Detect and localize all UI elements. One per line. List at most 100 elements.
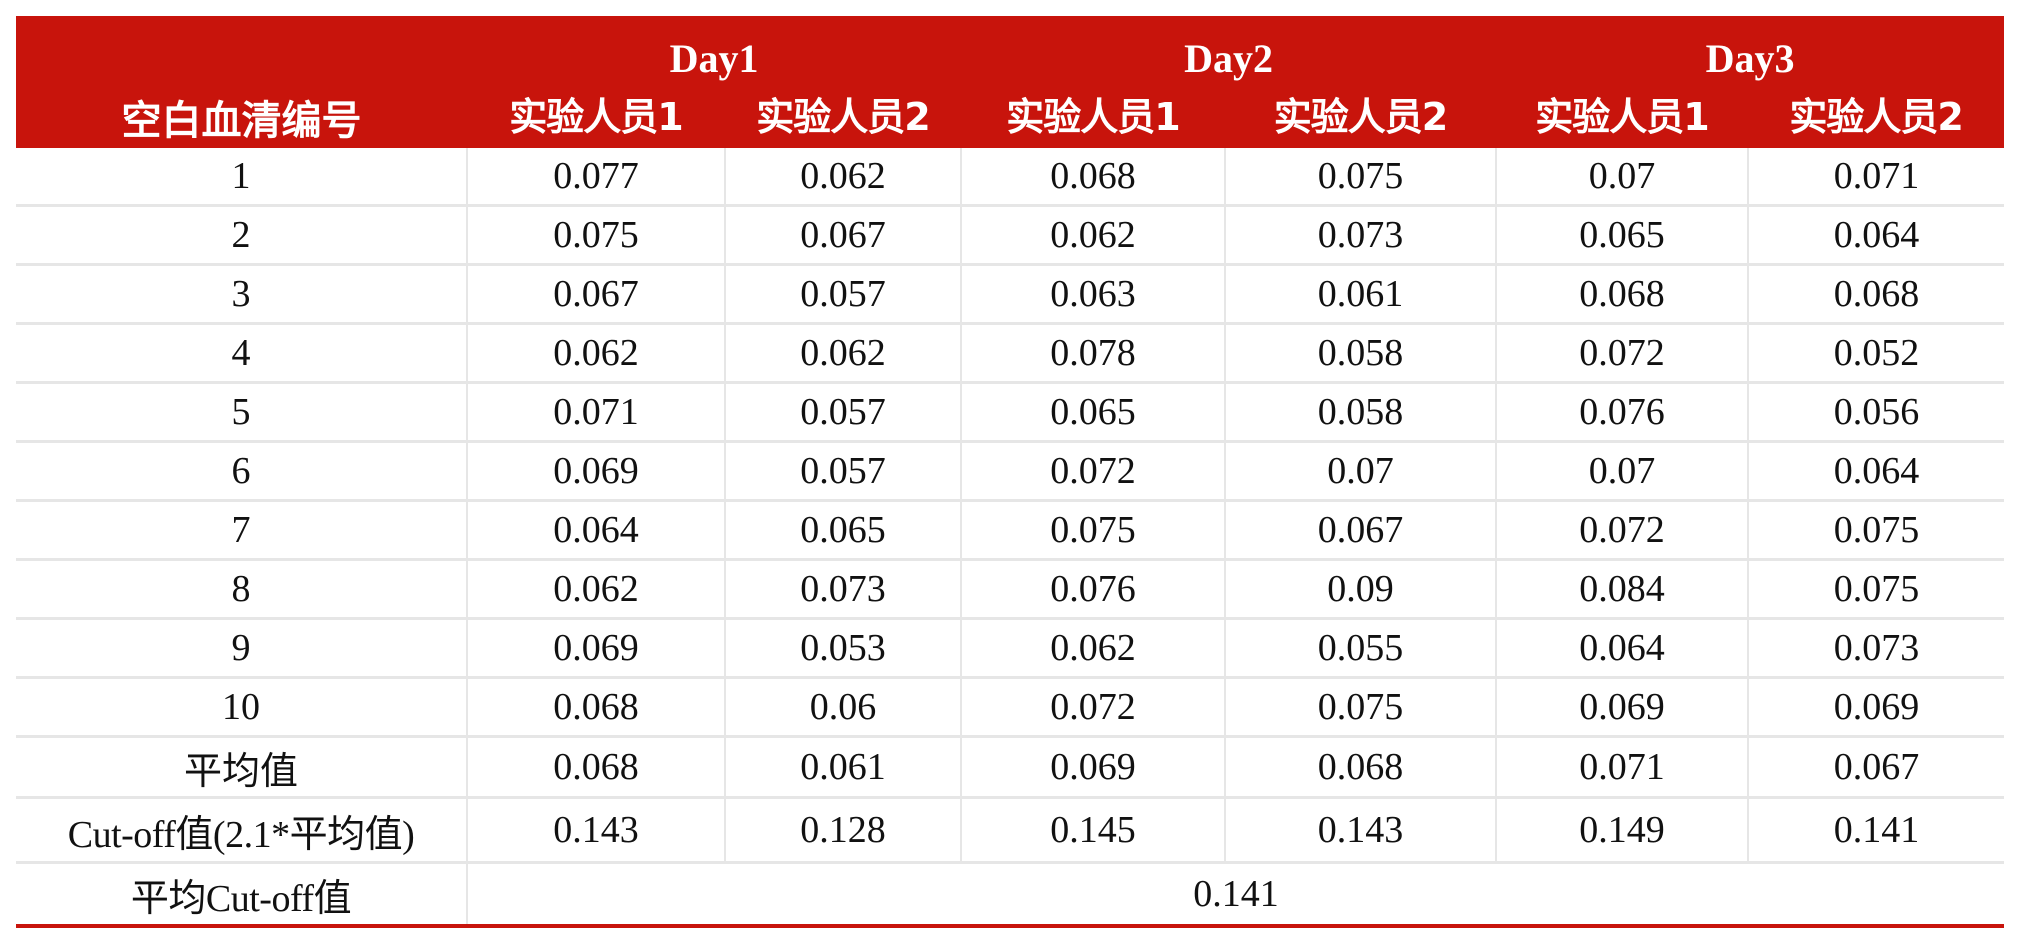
header-operator: 实验人员1 bbox=[961, 84, 1226, 148]
value-cell: 0.071 bbox=[467, 381, 726, 442]
table-container: 空白血清编号 Day1 Day2 Day3 实验人员1 实验人员2 实验人员1 … bbox=[16, 16, 2005, 928]
average-value-cell: 0.069 bbox=[961, 735, 1227, 798]
header-operator: 实验人员2 bbox=[1225, 84, 1497, 148]
header-operator: 实验人员1 bbox=[467, 84, 725, 148]
value-cell: 0.06 bbox=[725, 676, 963, 737]
value-cell: 0.072 bbox=[961, 440, 1227, 501]
value-cell: 0.068 bbox=[1496, 263, 1750, 324]
value-cell: 0.057 bbox=[725, 440, 963, 501]
header-row-days: 空白血清编号 Day1 Day2 Day3 bbox=[16, 16, 2005, 148]
value-cell: 0.062 bbox=[961, 204, 1227, 265]
value-cell: 0.075 bbox=[1748, 558, 2005, 619]
value-cell: 0.058 bbox=[1225, 381, 1498, 442]
value-cell: 0.062 bbox=[467, 322, 726, 383]
value-cell: 0.063 bbox=[961, 263, 1227, 324]
value-cell: 0.062 bbox=[961, 617, 1227, 678]
cutoff-label: Cut-off值(2.1*平均值) bbox=[16, 796, 468, 863]
value-cell: 0.076 bbox=[1496, 381, 1750, 442]
value-cell: 0.07 bbox=[1496, 148, 1750, 206]
value-cell: 0.057 bbox=[725, 381, 963, 442]
value-cell: 0.072 bbox=[961, 676, 1227, 737]
header-operator: 实验人员2 bbox=[1748, 84, 2005, 148]
value-cell: 0.09 bbox=[1225, 558, 1498, 619]
value-cell: 0.077 bbox=[467, 148, 726, 206]
cutoff-value-cell: 0.145 bbox=[961, 796, 1227, 863]
average-row: 平均值 0.068 0.061 0.069 0.068 0.071 0.067 bbox=[16, 735, 2005, 798]
mean-cutoff-value: 0.141 bbox=[467, 861, 2005, 928]
cutoff-value-cell: 0.143 bbox=[467, 796, 726, 863]
value-cell: 0.062 bbox=[725, 148, 963, 206]
header-row-operators: 实验人员1 实验人员2 实验人员1 实验人员2 实验人员1 实验人员2 bbox=[16, 84, 2005, 148]
table-header: 空白血清编号 Day1 Day2 Day3 实验人员1 实验人员2 实验人员1 … bbox=[16, 16, 2005, 148]
table-row: 6 0.069 0.057 0.072 0.07 0.07 0.064 bbox=[16, 440, 2005, 501]
value-cell: 0.073 bbox=[1225, 204, 1498, 265]
serum-id-cell: 6 bbox=[16, 440, 468, 501]
value-cell: 0.069 bbox=[467, 440, 726, 501]
value-cell: 0.064 bbox=[1748, 440, 2005, 501]
value-cell: 0.065 bbox=[961, 381, 1227, 442]
value-cell: 0.075 bbox=[1225, 148, 1498, 206]
serum-id-cell: 7 bbox=[16, 499, 468, 560]
cutoff-value-cell: 0.141 bbox=[1748, 796, 2005, 863]
value-cell: 0.067 bbox=[725, 204, 963, 265]
average-value-cell: 0.061 bbox=[725, 735, 963, 798]
average-label: 平均值 bbox=[16, 735, 468, 798]
header-day3: Day3 bbox=[1496, 16, 2005, 84]
serum-id-cell: 8 bbox=[16, 558, 468, 619]
value-cell: 0.057 bbox=[725, 263, 963, 324]
value-cell: 0.07 bbox=[1225, 440, 1498, 501]
value-cell: 0.076 bbox=[961, 558, 1227, 619]
value-cell: 0.069 bbox=[1496, 676, 1750, 737]
value-cell: 0.084 bbox=[1496, 558, 1750, 619]
value-cell: 0.075 bbox=[961, 499, 1227, 560]
value-cell: 0.068 bbox=[467, 676, 726, 737]
value-cell: 0.056 bbox=[1748, 381, 2005, 442]
value-cell: 0.073 bbox=[1748, 617, 2005, 678]
value-cell: 0.064 bbox=[1496, 617, 1750, 678]
value-cell: 0.078 bbox=[961, 322, 1227, 383]
value-cell: 0.075 bbox=[467, 204, 726, 265]
table-row: 5 0.071 0.057 0.065 0.058 0.076 0.056 bbox=[16, 381, 2005, 442]
value-cell: 0.058 bbox=[1225, 322, 1498, 383]
blank-serum-cutoff-table: 空白血清编号 Day1 Day2 Day3 实验人员1 实验人员2 实验人员1 … bbox=[16, 16, 2005, 928]
serum-id-cell: 3 bbox=[16, 263, 468, 324]
value-cell: 0.068 bbox=[1748, 263, 2005, 324]
average-value-cell: 0.068 bbox=[467, 735, 726, 798]
value-cell: 0.053 bbox=[725, 617, 963, 678]
cutoff-value-cell: 0.143 bbox=[1225, 796, 1498, 863]
cutoff-row: Cut-off值(2.1*平均值) 0.143 0.128 0.145 0.14… bbox=[16, 796, 2005, 863]
header-day1: Day1 bbox=[467, 16, 962, 84]
table-row: 1 0.077 0.062 0.068 0.075 0.07 0.071 bbox=[16, 148, 2004, 206]
value-cell: 0.065 bbox=[1496, 204, 1750, 265]
value-cell: 0.07 bbox=[1496, 440, 1750, 501]
value-cell: 0.071 bbox=[1833, 155, 1920, 197]
value-cell: 0.073 bbox=[725, 558, 963, 619]
serum-id-cell: 9 bbox=[16, 617, 468, 678]
value-cell: 0.069 bbox=[1748, 676, 2005, 737]
value-cell: 0.065 bbox=[725, 499, 963, 560]
value-cell: 0.064 bbox=[1748, 204, 2005, 265]
serum-id-cell: 5 bbox=[16, 381, 468, 442]
value-cell: 0.075 bbox=[1748, 499, 2005, 560]
value-cell: 0.052 bbox=[1748, 322, 2005, 383]
average-value-cell: 0.068 bbox=[1225, 735, 1498, 798]
value-cell: 0.072 bbox=[1496, 322, 1750, 383]
table-row: 8 0.062 0.073 0.076 0.09 0.084 0.075 bbox=[16, 558, 2005, 619]
header-day2: Day2 bbox=[961, 16, 1497, 84]
value-cell: 0.064 bbox=[467, 499, 726, 560]
mean-cutoff-label: 平均Cut-off值 bbox=[16, 861, 468, 928]
value-cell: 0.067 bbox=[467, 263, 726, 324]
table-body: 1 0.077 0.062 0.068 0.075 0.07 0.071 2 0… bbox=[16, 148, 2005, 928]
serum-id-cell: 10 bbox=[16, 676, 468, 737]
value-cell: 0.072 bbox=[1496, 499, 1750, 560]
table-row: 9 0.069 0.053 0.062 0.055 0.064 0.073 bbox=[16, 617, 2005, 678]
cutoff-value-cell: 0.128 bbox=[725, 796, 963, 863]
cutoff-value-cell: 0.149 bbox=[1496, 796, 1750, 863]
value-cell: 0.075 bbox=[1225, 676, 1498, 737]
average-value-cell: 0.071 bbox=[1496, 735, 1750, 798]
mean-cutoff-row: 平均Cut-off值 0.141 bbox=[16, 861, 2005, 928]
table-row: 7 0.064 0.065 0.075 0.067 0.072 0.075 bbox=[16, 499, 2005, 560]
serum-id-cell: 2 bbox=[16, 204, 468, 265]
header-operator: 实验人员1 bbox=[1496, 84, 1749, 148]
value-cell: 0.069 bbox=[467, 617, 726, 678]
